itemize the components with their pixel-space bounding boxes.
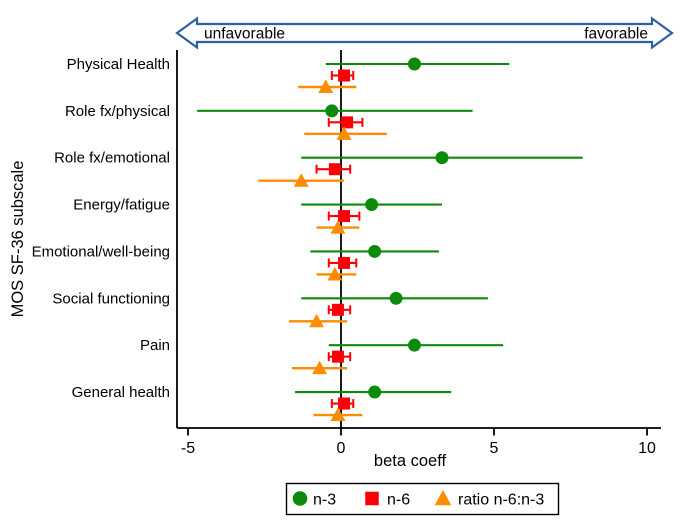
direction-arrow (175, 16, 674, 50)
n-6-square-marker (338, 256, 351, 269)
legend-n-3-circle-marker (292, 491, 308, 506)
ratio-n-6-n-3-triangle-marker (330, 407, 346, 422)
arrow-label-favorable: favorable (584, 26, 648, 43)
legend-n-6-square-marker (365, 491, 379, 506)
n-3-circle-marker (365, 198, 379, 212)
n-3-circle-marker (368, 244, 382, 258)
category-labels: Physical Health Role fx/physical Role fx/e… (32, 56, 170, 401)
category-label-energy-fatigue: Energy/fatigue (73, 197, 170, 214)
legend-label-n-6: n-6 (387, 492, 410, 509)
category-label-pain: Pain (140, 337, 170, 354)
n-6-square-marker (331, 350, 344, 363)
ratio-n-6-n-3-triangle-marker (336, 126, 352, 140)
ratio-n-6-n-3-triangle-marker (318, 79, 334, 93)
ratio-n-6-n-3-triangle-marker (330, 220, 346, 234)
n-3-circle-marker (368, 385, 382, 399)
n-3-circle-marker (407, 57, 421, 71)
legend-label-n-3: n-3 (313, 492, 336, 509)
x-tick-label: 5 (490, 440, 499, 457)
ratio-n-6-n-3-triangle-marker (309, 313, 324, 328)
n-3-circle-marker (435, 151, 449, 165)
plot-frame (176, 50, 661, 429)
n-3-circle-marker (389, 291, 403, 305)
x-tick-label: 10 (638, 440, 656, 457)
category-label-general-health: General health (72, 384, 170, 401)
category-label-role-fx-emotional: Role fx/emotional (54, 150, 170, 167)
x-tick-label: 0 (337, 440, 346, 457)
n-6-square-marker (341, 116, 354, 129)
x-tick-label: -5 (181, 440, 195, 457)
n-6-square-marker (338, 210, 351, 223)
n-3-circle-marker (407, 338, 421, 352)
category-label-emotional-well-being: Emotional/well-being (32, 243, 170, 260)
legend-ratio-n-6-n-3-triangle-marker (434, 490, 452, 506)
n-6-square-marker (328, 163, 341, 176)
y-axis-title: MOS SF-36 subscale (9, 161, 27, 318)
legend: n-3 n-6 ratio n-6:n-3 (285, 482, 560, 516)
arrow-label-unfavorable: unfavorable (204, 26, 285, 43)
n-6-square-marker (338, 69, 351, 82)
n-3-circle-marker (325, 104, 339, 118)
legend-label-ratio-n-6-n-3: ratio n-6:n-3 (458, 492, 544, 509)
ratio-n-6-n-3-triangle-marker (327, 267, 343, 281)
n-6-square-marker (338, 397, 351, 410)
category-label-physical-health: Physical Health (67, 56, 170, 73)
category-label-role-fx-physical: Role fx/physical (65, 103, 170, 120)
x-axis-ticks: -5 0 5 10 (181, 428, 656, 457)
category-label-social-functioning: Social functioning (52, 290, 170, 307)
n-6-square-marker (331, 303, 344, 316)
legend-box (285, 482, 560, 516)
ratio-n-6-n-3-triangle-marker (293, 173, 309, 187)
x-axis-title: beta coeff (374, 452, 447, 470)
series-layer (197, 57, 583, 422)
ratio-n-6-n-3-triangle-marker (312, 360, 328, 375)
